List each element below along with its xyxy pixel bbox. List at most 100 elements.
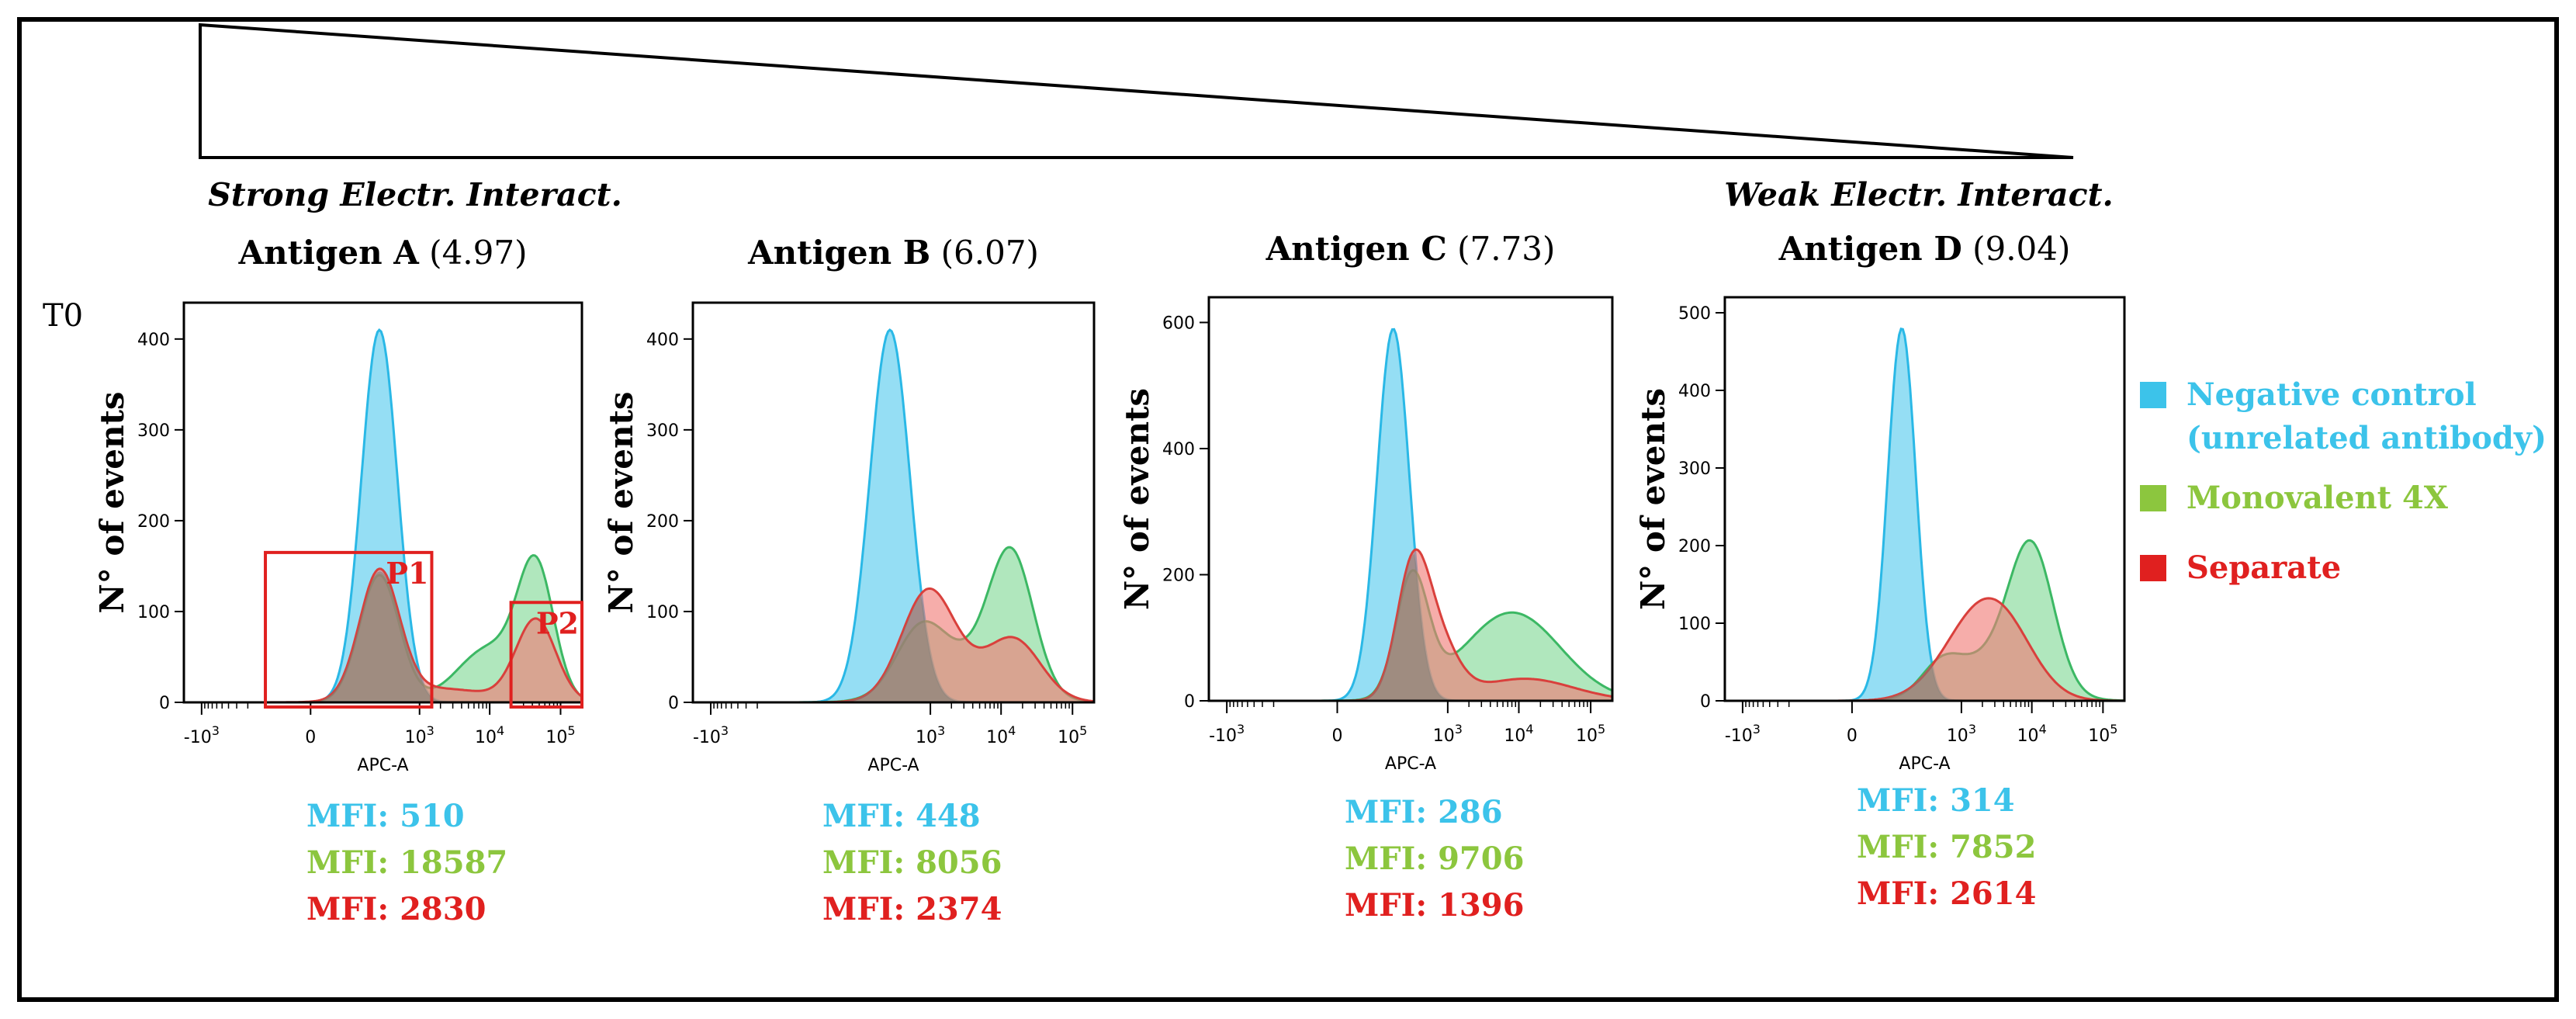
panel-title: Antigen A (4.97) [238,234,528,272]
plot-frame [1723,296,2126,702]
x-tick-label: 0 [305,728,316,747]
x-tick-label: 105 [2088,722,2117,746]
mfi-label: MFI: 2614 [1857,875,2036,912]
panel-title-value: (9.04) [1962,230,2071,268]
gate-label: P2 [536,605,579,640]
legend-swatch [2140,485,2166,511]
mfi-label: MFI: 510 [306,798,465,834]
overlap-region [1725,664,2124,701]
y-axis-label: N° of events [1634,388,1672,610]
mfi-label: MFI: 2830 [306,891,486,927]
timepoint-label: T0 [43,298,83,334]
x-tick-label: 105 [545,723,575,747]
x-tick-label: 104 [475,723,504,747]
x-tick-label: -103 [1725,722,1761,746]
y-tick-label: 300 [137,421,170,441]
plot-frame [182,301,583,704]
gradient-triangle [199,23,2074,159]
x-tick-label: 103 [916,723,945,747]
gate-p1 [264,550,434,709]
x-axis-label: APC-A [1385,754,1436,774]
x-tick-label: 104 [2017,722,2047,746]
x-tick-label: 104 [986,723,1016,747]
legend-swatch [2140,382,2166,408]
panel-title: Antigen D (9.04) [1778,230,2071,268]
y-tick-label: 200 [137,512,170,532]
y-tick-label: 0 [1184,692,1195,712]
panel-title-name: Antigen D [1778,230,1962,268]
x-tick-label: 105 [1058,723,1087,747]
gate-label: P1 [386,556,428,591]
x-axis-label: APC-A [1899,754,1950,774]
y-tick-label: 0 [668,694,679,713]
panel-title-name: Antigen A [238,234,421,272]
histogram-panel: Antigen B (6.07) N° of events 0 100 200 300 40… [602,234,1096,927]
y-tick-label: 200 [1162,567,1195,586]
y-tick-label: 100 [137,603,170,622]
panel-title: Antigen B (6.07) [747,234,1039,272]
weak-interaction-label: Weak Electr. Interact. [1724,176,2114,213]
x-axis-label: APC-A [867,756,919,775]
legend-swatch [2140,555,2166,581]
mfi-label: MFI: 314 [1857,782,2015,819]
y-tick-label: 300 [646,421,679,441]
x-tick-label: 103 [405,723,435,747]
panel-title: Antigen C (7.73) [1265,230,1556,268]
y-tick-label: 400 [1678,382,1711,401]
y-tick-label: 200 [646,512,679,532]
x-tick-label: 105 [1576,722,1605,746]
y-tick-label: 600 [1162,314,1195,334]
y-tick-label: 400 [646,331,679,350]
gate-p2 [509,601,584,709]
y-tick-label: 100 [1678,615,1711,634]
overlap-region [693,596,1094,702]
y-tick-label: 400 [1162,440,1195,459]
panel-title-value: (6.07) [930,234,1039,272]
strong-interaction-label: Strong Electr. Interact. [208,176,622,213]
legend-label: (unrelated antibody) [2186,420,2547,456]
mfi-label: MFI: 1396 [1345,887,1524,924]
overlap-region [1209,553,1612,701]
x-axis-label: APC-A [357,756,408,775]
x-tick-label: -103 [1209,722,1245,746]
plot-frame [1207,296,1614,702]
panel-title-name: Antigen B [747,234,930,272]
x-tick-label: 103 [1947,722,1976,746]
y-tick-label: 300 [1678,459,1711,479]
y-tick-label: 0 [1700,692,1711,712]
overlap-region [184,571,582,702]
histogram-panels: Antigen A (4.97) N° of events 0 100 200 300 40… [93,230,2126,927]
y-tick-label: 400 [137,331,170,350]
legend-label: Separate [2186,549,2341,586]
legend-label: Monovalent 4X [2186,480,2448,516]
histogram-panel: Antigen C (7.73) N° of events 0 200 400 600 -1… [1118,230,1614,924]
x-tick-label: 103 [1433,722,1463,746]
x-tick-label: 0 [1332,726,1343,746]
y-axis-label: N° of events [602,391,640,613]
histogram-panel: Antigen A (4.97) N° of events 0 100 200 300 40… [93,234,584,927]
y-tick-label: 200 [1678,537,1711,556]
legend-label: Negative control [2186,376,2477,413]
panel-title-name: Antigen C [1265,230,1447,268]
x-tick-label: -103 [693,723,729,747]
y-tick-label: 500 [1678,304,1711,324]
x-tick-label: 0 [1847,726,1858,746]
mfi-label: MFI: 7852 [1857,829,2036,865]
panel-title-value: (7.73) [1447,230,1556,268]
y-tick-label: 100 [646,603,679,622]
panel-title-value: (4.97) [419,234,528,272]
y-tick-label: 0 [159,694,170,713]
y-axis-label: N° of events [93,391,131,613]
mfi-label: MFI: 2374 [822,891,1002,927]
legend: Negative control (unrelated antibody) Mono… [2140,376,2547,586]
mfi-label: MFI: 18587 [306,844,507,881]
mfi-label: MFI: 8056 [822,844,1002,881]
histogram-panel: Antigen D (9.04) N° of events 0 100 200 300 40… [1634,230,2126,912]
plot-frame [691,301,1096,704]
x-tick-label: 104 [1504,722,1533,746]
mfi-label: MFI: 286 [1345,794,1503,830]
figure-border [17,17,2559,1002]
x-tick-label: -103 [184,723,220,747]
mfi-label: MFI: 448 [822,798,981,834]
